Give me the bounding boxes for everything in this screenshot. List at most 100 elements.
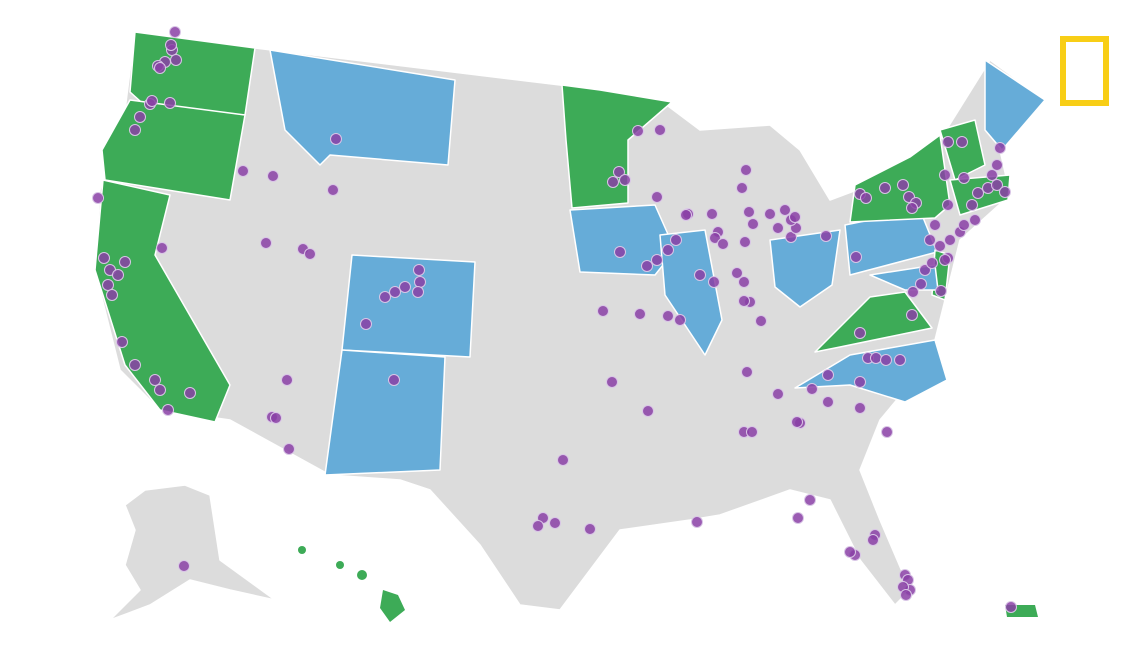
location-dot <box>119 256 131 268</box>
location-dot <box>178 560 190 572</box>
location-dot <box>1005 601 1017 613</box>
montana <box>269 49 456 166</box>
location-dot <box>641 260 653 272</box>
new-york <box>849 134 951 223</box>
location-dot <box>399 281 411 293</box>
hawaii <box>380 590 405 622</box>
location-dot <box>267 170 279 182</box>
location-dot <box>154 62 166 74</box>
location-dot <box>237 165 249 177</box>
location-dot <box>92 192 104 204</box>
location-dot <box>926 257 938 269</box>
location-dot <box>614 246 626 258</box>
location-dot <box>549 517 561 529</box>
location-dot <box>670 234 682 246</box>
colorado <box>341 254 476 358</box>
location-dot <box>270 412 282 424</box>
location-dot <box>619 174 631 186</box>
location-dot <box>958 219 970 231</box>
location-dot <box>281 374 293 386</box>
location-dot <box>738 295 750 307</box>
location-dot <box>806 383 818 395</box>
location-dot <box>906 309 918 321</box>
location-dot <box>662 310 674 322</box>
location-dot <box>741 366 753 378</box>
location-dot <box>906 202 918 214</box>
location-dot <box>304 248 316 260</box>
location-dot <box>597 305 609 317</box>
location-dot <box>986 169 998 181</box>
location-dot <box>854 327 866 339</box>
location-dot <box>755 315 767 327</box>
location-dot <box>154 384 166 396</box>
location-dot <box>791 416 803 428</box>
virginia <box>814 291 933 353</box>
location-dot <box>900 589 912 601</box>
location-dot <box>129 124 141 136</box>
location-dot <box>102 279 114 291</box>
location-dot <box>691 516 703 528</box>
location-dot <box>98 252 110 264</box>
location-dot <box>642 405 654 417</box>
location-dot <box>654 124 666 136</box>
location-dot <box>662 244 674 256</box>
location-dot <box>942 199 954 211</box>
location-dot <box>412 286 424 298</box>
location-dot <box>879 182 891 194</box>
location-dot <box>283 443 295 455</box>
california <box>94 179 231 423</box>
location-dot <box>674 314 686 326</box>
location-dot <box>935 285 947 297</box>
location-dot <box>632 125 644 137</box>
location-dot <box>999 186 1011 198</box>
location-dot <box>991 159 1003 171</box>
location-dot <box>881 426 893 438</box>
location-dot <box>939 169 951 181</box>
locations <box>92 26 1017 613</box>
location-dot <box>170 54 182 66</box>
location-dot <box>789 211 801 223</box>
land <box>94 31 1046 622</box>
hawaii-island <box>298 546 306 554</box>
location-dot <box>764 208 776 220</box>
location-dot <box>739 236 751 248</box>
location-dot <box>717 238 729 250</box>
location-dot <box>991 179 1003 191</box>
location-dot <box>897 179 909 191</box>
location-dot <box>379 291 391 303</box>
hawaii-island <box>357 570 367 580</box>
location-dot <box>606 376 618 388</box>
location-dot <box>820 230 832 242</box>
location-dot <box>772 388 784 400</box>
location-dot <box>934 240 946 252</box>
location-dot <box>169 26 181 38</box>
location-dot <box>651 191 663 203</box>
location-dot <box>844 546 856 558</box>
location-dot <box>956 136 968 148</box>
location-dot <box>822 396 834 408</box>
location-dot <box>740 164 752 176</box>
location-dot <box>785 231 797 243</box>
location-dot <box>414 276 426 288</box>
location-dot <box>106 289 118 301</box>
location-dot <box>116 336 128 348</box>
location-dot <box>389 286 401 298</box>
location-dot <box>867 534 879 546</box>
location-dot <box>156 242 168 254</box>
location-dot <box>746 426 758 438</box>
location-dot <box>607 176 619 188</box>
location-dot <box>854 402 866 414</box>
location-dot <box>162 404 174 416</box>
location-dot <box>822 369 834 381</box>
vermont-new-hampshire <box>939 119 986 181</box>
location-dot <box>944 234 956 246</box>
location-dot <box>708 276 720 288</box>
alaska <box>109 484 276 621</box>
location-dot <box>994 142 1006 154</box>
location-dot <box>149 374 161 386</box>
location-dot <box>260 237 272 249</box>
location-dot <box>772 222 784 234</box>
location-dot <box>747 218 759 230</box>
illinois <box>659 229 723 356</box>
location-dot <box>919 264 931 276</box>
